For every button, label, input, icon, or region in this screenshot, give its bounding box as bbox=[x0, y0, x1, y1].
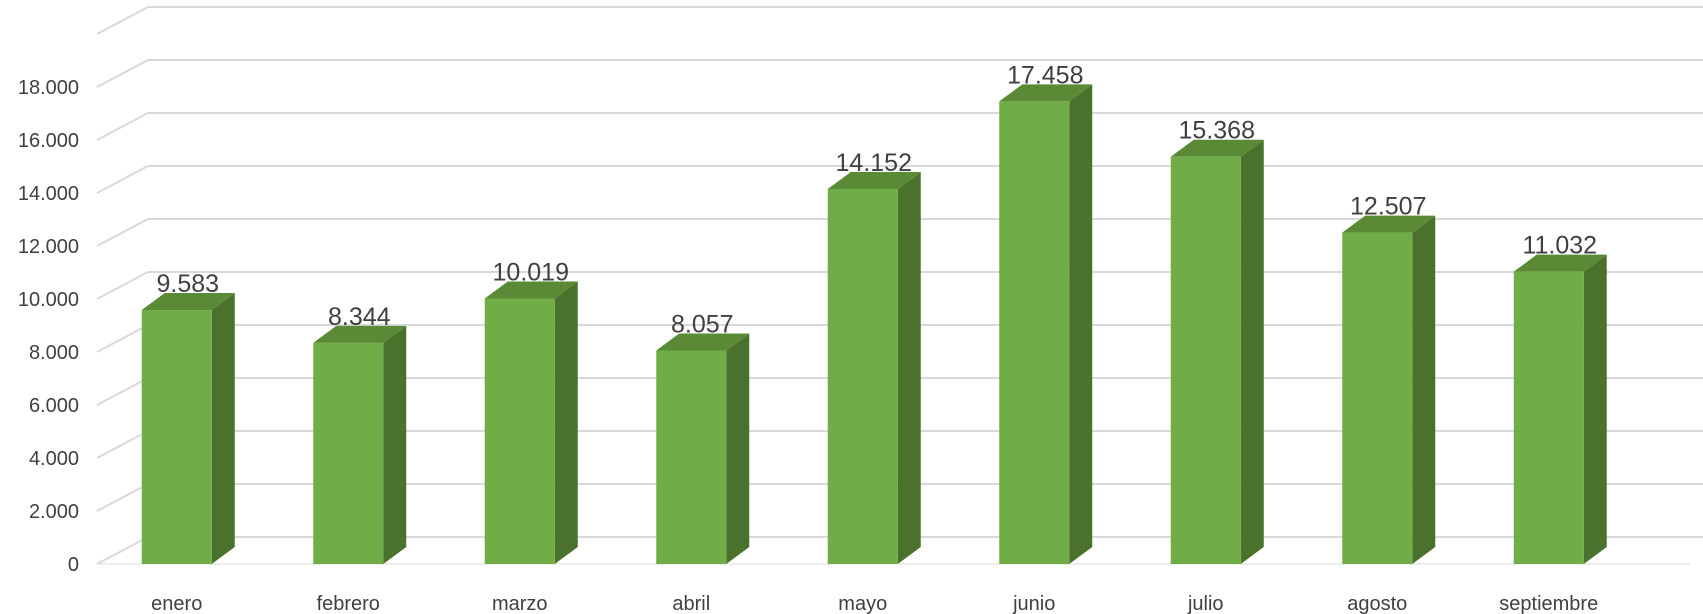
x-category-label: abril bbox=[672, 593, 710, 614]
x-category-label: septiembre bbox=[1499, 593, 1598, 614]
bar-top bbox=[1342, 215, 1436, 233]
bar-side bbox=[211, 293, 235, 564]
bar-front bbox=[313, 342, 384, 564]
data-label: 17.458 bbox=[1007, 61, 1083, 89]
bar-side bbox=[383, 325, 407, 564]
data-label: 12.507 bbox=[1350, 193, 1426, 221]
bar-side bbox=[726, 333, 750, 564]
gridline-depth bbox=[96, 483, 149, 512]
bar-top bbox=[656, 333, 750, 351]
bar-front bbox=[827, 188, 898, 565]
x-category-label: mayo bbox=[838, 593, 887, 614]
bar-febrero bbox=[313, 325, 407, 564]
bar-front bbox=[1342, 232, 1413, 564]
bar-front bbox=[999, 101, 1070, 564]
data-label: 11.032 bbox=[1522, 232, 1597, 260]
bar-side bbox=[1240, 139, 1264, 565]
bars bbox=[141, 84, 1607, 565]
bar-side bbox=[554, 281, 578, 564]
y-tick-label: 6.000 bbox=[29, 395, 79, 417]
gridline-depth bbox=[96, 6, 149, 35]
bar-marzo bbox=[484, 281, 578, 564]
y-tick-label: 14.000 bbox=[18, 183, 79, 205]
bar-front bbox=[484, 298, 555, 564]
bar-front bbox=[141, 310, 212, 564]
bar-side bbox=[1583, 254, 1607, 565]
bar-julio bbox=[1170, 139, 1264, 565]
gridline-depth bbox=[96, 430, 149, 459]
bar-top bbox=[827, 171, 921, 189]
data-labels: 9.583 8.344 10.019 8.057 14.152 17.458 15.368 1… bbox=[156, 61, 1597, 338]
gridline-depth bbox=[96, 271, 149, 300]
bar-side bbox=[1412, 215, 1436, 564]
y-tick-label: 8.000 bbox=[29, 342, 79, 364]
gridline-depth bbox=[96, 165, 149, 194]
bar-side bbox=[897, 171, 921, 565]
bar-top bbox=[999, 84, 1093, 102]
x-category-label: marzo bbox=[492, 593, 548, 614]
bar-junio bbox=[999, 84, 1093, 564]
y-axis-tick-labels: 0 2.000 4.000 6.000 8.000 10.000 12.000 14.000 1… bbox=[18, 77, 79, 576]
bar-side bbox=[1069, 84, 1093, 564]
y-tick-label: 2.000 bbox=[29, 501, 79, 523]
gridlines bbox=[96, 6, 1703, 565]
x-category-label: enero bbox=[151, 593, 202, 614]
bar-front bbox=[1170, 156, 1241, 565]
data-label: 15.368 bbox=[1179, 117, 1255, 145]
data-label: 14.152 bbox=[836, 149, 912, 177]
bar-top bbox=[141, 293, 235, 311]
x-category-label: junio bbox=[1012, 593, 1055, 614]
x-category-label: febrero bbox=[317, 593, 380, 614]
gridline-depth bbox=[96, 536, 149, 565]
x-category-label: julio bbox=[1187, 593, 1224, 614]
bar-front bbox=[1513, 271, 1584, 564]
gridline-depth bbox=[96, 112, 149, 141]
bar-top bbox=[1513, 254, 1607, 272]
bar-abril bbox=[656, 333, 750, 564]
x-category-label: agosto bbox=[1347, 593, 1407, 614]
y-tick-label: 10.000 bbox=[18, 289, 79, 311]
bar-front bbox=[656, 350, 727, 564]
bar-mayo bbox=[827, 171, 921, 565]
bar-top bbox=[484, 281, 578, 299]
y-tick-label: 12.000 bbox=[18, 236, 79, 258]
data-label: 9.583 bbox=[156, 270, 219, 298]
bar-septiembre bbox=[1513, 254, 1607, 565]
y-tick-label: 4.000 bbox=[29, 448, 79, 470]
gridline-depth bbox=[96, 218, 149, 247]
gridline-depth bbox=[96, 377, 149, 406]
bar-enero bbox=[141, 293, 235, 564]
y-tick-label: 16.000 bbox=[18, 130, 79, 152]
data-label: 10.019 bbox=[493, 258, 569, 286]
x-axis-category-labels: enero febrero marzo abril mayo junio julio agos… bbox=[151, 593, 1598, 614]
y-tick-label: 18.000 bbox=[18, 77, 79, 99]
gridline-depth bbox=[96, 59, 149, 88]
bar-top bbox=[313, 325, 407, 343]
data-label: 8.057 bbox=[671, 310, 734, 338]
gridline-depth bbox=[96, 324, 149, 353]
y-tick-label: 0 bbox=[68, 554, 79, 576]
bar-agosto bbox=[1342, 215, 1436, 564]
bar-top bbox=[1170, 139, 1264, 157]
data-label: 8.344 bbox=[328, 303, 391, 331]
